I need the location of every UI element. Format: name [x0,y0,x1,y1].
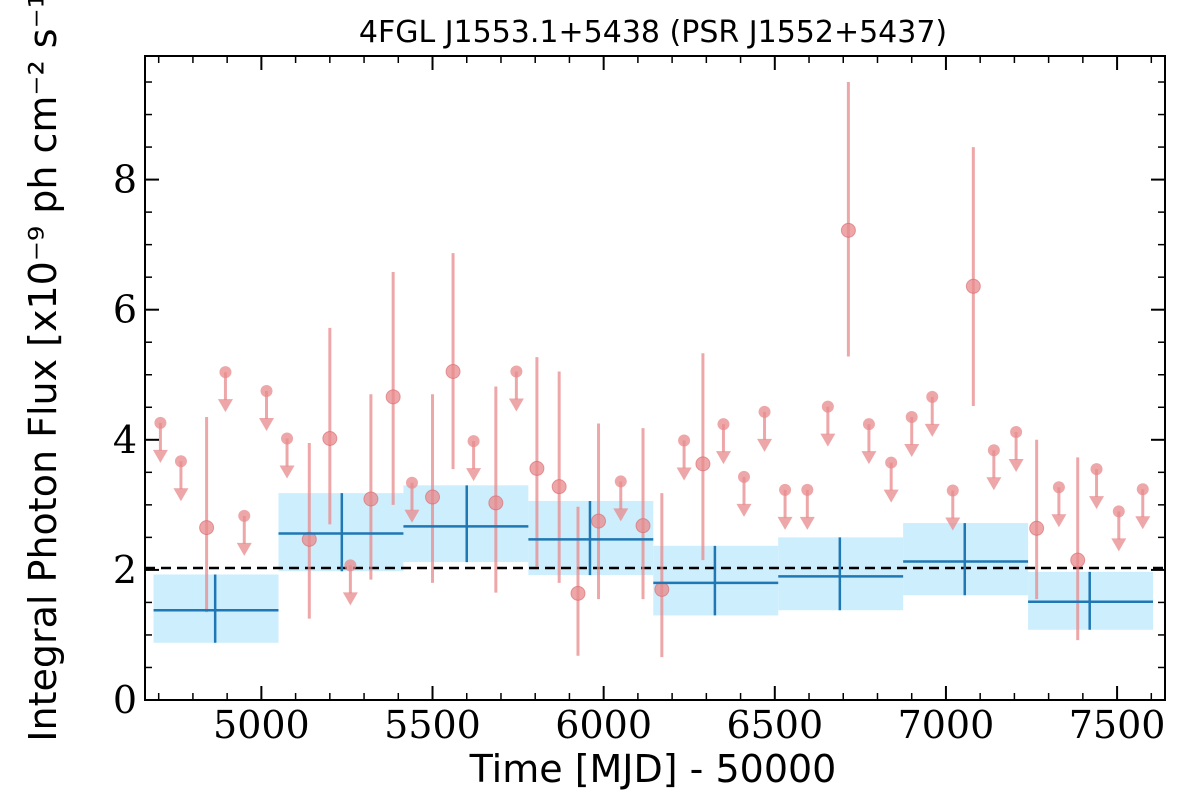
upper-limit-marker [405,476,418,489]
upper-limit-marker [281,432,294,445]
upper-limit-marker [801,483,814,496]
short-bin-point [965,278,981,294]
upper-limit-arrow [757,438,773,452]
short-bin-point [570,585,586,601]
x-tick-label: 6500 [726,703,823,747]
upper-limit-arrow [861,451,877,465]
short-bin-point [199,520,215,536]
upper-limit-marker [926,390,939,403]
upper-limit-arrow [508,398,524,412]
upper-limit-arrow [1051,514,1067,528]
x-tick-label: 7000 [898,703,995,747]
upper-limit-arrow [217,399,233,413]
upper-limit-arrow [945,517,961,531]
upper-limit-arrow [279,465,295,479]
upper-limit-arrow [715,451,731,465]
short-bin-point [322,430,338,446]
upper-limit-marker [174,455,187,468]
upper-limit-marker [1112,505,1125,518]
short-bin-point [363,491,379,507]
upper-limit-marker [614,475,627,488]
y-axis-label: Integral Photon Flux [x10⁻⁹ ph cm⁻² s⁻¹] [21,0,65,742]
short-bin-point [385,389,401,405]
x-tick-label: 6000 [555,703,652,747]
upper-limit-marker [1090,463,1103,476]
x-tick-label: 5500 [384,703,481,747]
upper-limit-arrow [736,503,752,517]
short-bin-point [529,460,545,476]
upper-limit-arrow [986,477,1002,491]
upper-limit-marker [946,484,959,497]
upper-limit-marker [1052,481,1065,494]
upper-limit-marker [717,418,730,431]
upper-limit-marker [467,435,480,448]
upper-limit-arrow [777,516,793,530]
short-bin-point [591,513,607,529]
upper-limit-marker [779,483,792,496]
short-bin-point [445,363,461,379]
upper-limit-marker [758,405,771,418]
upper-limit-arrow [613,508,629,522]
upper-limit-marker [154,416,167,429]
short-bin-point [425,489,441,505]
upper-limit-marker [1136,483,1149,496]
upper-limit-marker [678,434,691,447]
plot-area [145,82,1165,658]
upper-limit-arrow [152,449,168,463]
upper-limit-arrow [404,509,420,523]
axes: 5000 5500 6000 6500 7000 7500 0 2 4 6 8 [113,55,1166,747]
upper-limit-arrow [342,592,358,606]
y-tick-label: 8 [113,158,137,202]
upper-limit-arrow [883,489,899,503]
short-bin-point [1070,552,1086,568]
upper-limit-marker [344,559,357,572]
short-bin-point [654,581,670,597]
upper-limit-arrow [1089,496,1105,510]
upper-limit-marker [905,411,918,424]
y-tick-label: 4 [113,418,137,462]
upper-limit-marker [862,418,875,431]
upper-limit-arrow [676,467,692,481]
upper-limit-marker [821,400,834,413]
upper-limit-marker [219,366,232,379]
upper-limit-arrow [1111,538,1127,552]
short-bin-point [551,479,567,495]
short-bin-point [1029,520,1045,536]
short-bin-point [488,495,504,511]
upper-limit-marker [885,456,898,469]
upper-limit-marker [510,365,523,378]
y-tick-label: 6 [113,288,137,332]
y-tick-label: 0 [113,678,137,722]
upper-limit-arrow [799,516,815,530]
upper-limit-marker [1010,425,1023,438]
upper-limit-arrow [1008,458,1024,472]
upper-limit-marker [238,509,251,522]
y-tick-label: 2 [113,548,137,592]
x-tick-label: 5000 [213,703,310,747]
x-tick-label: 7500 [1069,703,1166,747]
upper-limit-arrow [236,542,252,556]
upper-limit-arrow [924,423,940,437]
short-bin-point [635,518,651,534]
upper-limit-marker [987,444,1000,457]
short-bin-point [840,222,856,238]
upper-limit-arrow [173,488,189,502]
axes-frame [144,55,1166,701]
upper-limit-arrow [820,433,836,447]
upper-limit-arrow [1135,516,1151,530]
x-axis-label: Time [MJD] - 50000 [469,747,837,791]
chart-title: 4FGL J1553.1+5438 (PSR J1552+5437) [359,15,947,50]
upper-limit-arrow [904,444,920,458]
upper-limit-arrow [466,468,482,482]
upper-limit-arrow [259,418,275,432]
upper-limit-marker [737,470,750,483]
upper-limit-marker [260,385,273,398]
short-bin-point [695,456,711,472]
